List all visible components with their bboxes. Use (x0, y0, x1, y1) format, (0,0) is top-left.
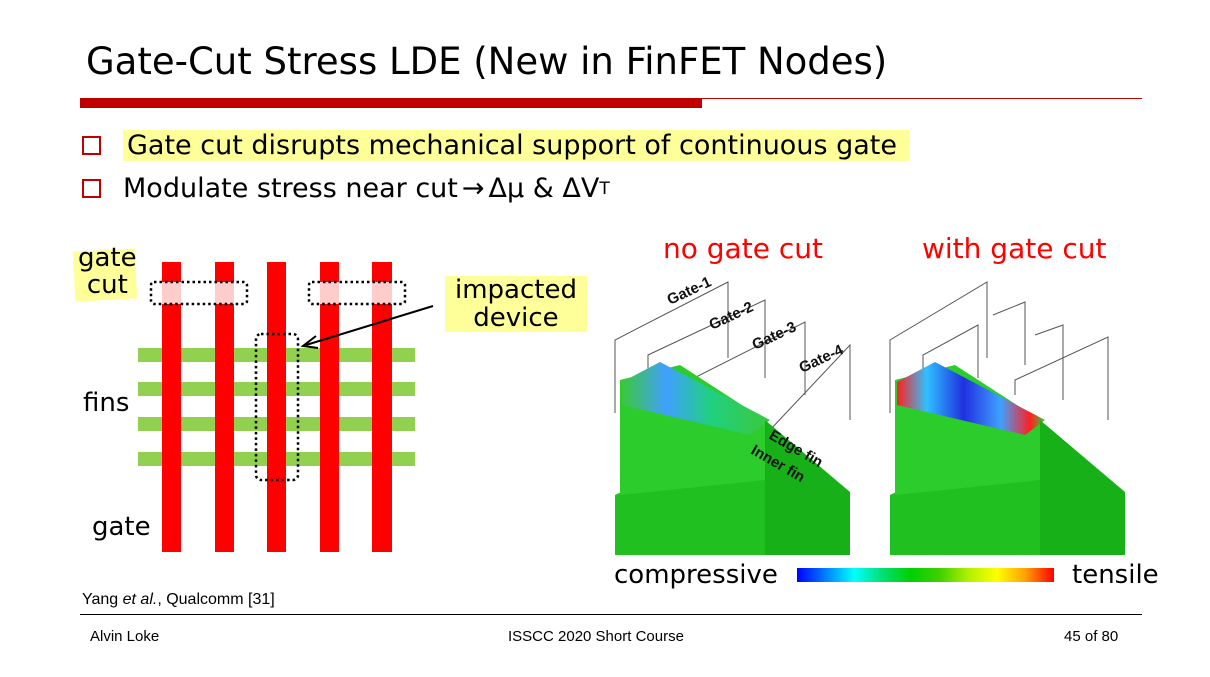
cut-regions (162, 282, 392, 304)
gate-cut-box-left (149, 280, 249, 306)
gate-cut-layout-diagram (72, 248, 587, 552)
bullet-1: Gate cut disrupts mechanical support of … (82, 130, 909, 161)
bullet-1-text: Gate cut disrupts mechanical support of … (123, 130, 909, 161)
pointer-arrow (305, 305, 434, 346)
bullet-2-subscript: T (599, 178, 610, 199)
bullet-2-suffix: Δμ & ΔV (488, 173, 600, 204)
fins-label: fins (83, 388, 130, 418)
slide-title: Gate-Cut Stress LDE (New in FinFET Nodes… (86, 40, 888, 83)
page-number: 45 of 80 (1064, 628, 1119, 645)
bullet-2: Modulate stress near cut → Δμ & ΔV T (82, 173, 610, 204)
impacted-label-highlight (445, 276, 587, 332)
gate-4-label: Gate-4 (797, 341, 847, 376)
right-arrow-icon: → (461, 173, 485, 204)
gate-1-label: Gate-1 (665, 273, 714, 308)
gate-cut-label-2: cut (86, 270, 128, 300)
gate-3-label: Gate-3 (750, 318, 799, 353)
bullet-square-icon (82, 179, 101, 198)
citation: Yang et al., Qualcomm [31] (82, 591, 275, 609)
gate-line (267, 262, 286, 552)
fin-tops (622, 362, 770, 435)
citation-source: , Qualcomm [31] (157, 591, 275, 608)
gate-line (320, 262, 339, 552)
with-gate-cut-title: with gate cut (922, 232, 1107, 265)
impacted-device-box (254, 332, 300, 482)
footer-rule (80, 614, 1142, 615)
impacted-label-2: device (473, 303, 559, 333)
bullet-square-icon (82, 136, 101, 155)
footer-course: ISSCC 2020 Short Course (508, 628, 684, 645)
gate-line (215, 262, 234, 552)
footer-author: Alvin Loke (90, 628, 160, 645)
bullet-2-prefix: Modulate stress near cut (123, 173, 458, 204)
compressive-label: compressive (614, 560, 778, 590)
impacted-label-1: impacted (455, 275, 577, 305)
gate-cut-label-1: gate (78, 243, 137, 273)
stress-colorbar (797, 568, 1054, 582)
citation-etal: et al. (122, 591, 158, 608)
title-rule-thick (80, 98, 702, 108)
gate-cut-box-right (307, 280, 407, 306)
render-no-gate-cut (614, 281, 851, 555)
gate-label: gate (92, 512, 151, 542)
title-rule-thin (702, 98, 1142, 99)
fin-tops (897, 362, 1045, 435)
stress-simulation-renders: Gate-1 Gate-2 Gate-3 Gate-4 Edge fin Inn… (614, 273, 1125, 555)
gate-line (162, 262, 181, 552)
tensile-label: tensile (1072, 560, 1159, 590)
gates (162, 262, 392, 552)
citation-author: Yang (82, 591, 123, 608)
render-with-gate-cut (889, 281, 1125, 555)
gate-cut-label-highlight (72, 248, 138, 302)
no-gate-cut-title: no gate cut (663, 232, 823, 265)
gate-line (372, 262, 392, 552)
gate-2-label: Gate-2 (707, 298, 756, 333)
